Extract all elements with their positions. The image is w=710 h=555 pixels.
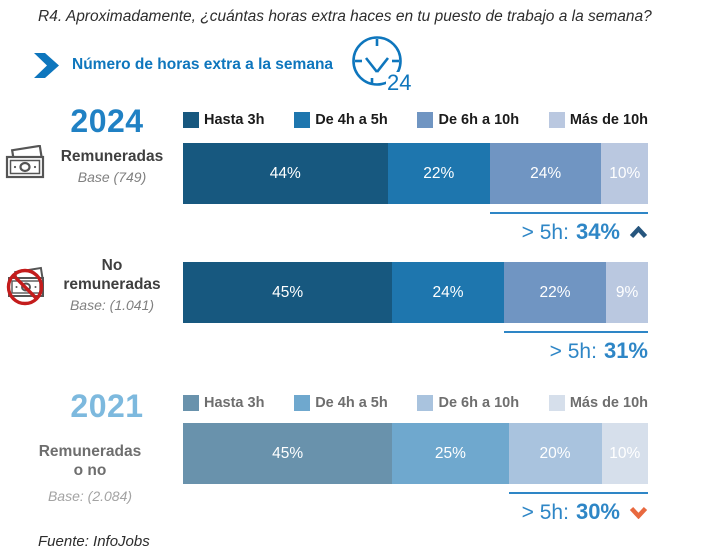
chart-subtitle-row: Número de horas extra a la semana 24 [33, 36, 414, 92]
gt5h-label: > 5h: [521, 501, 569, 524]
clock-24h-icon: 24 [352, 36, 414, 92]
bar-segment-value: 10% [609, 444, 641, 462]
legend-item-0: Hasta 3h [183, 112, 264, 128]
gt5h-value: 34% [575, 219, 620, 244]
legend-swatch [417, 395, 434, 411]
row-label-block-remuneradas-o-no: Remuneradas o no Base: (2.084) [0, 442, 180, 504]
legend-swatch [417, 112, 434, 128]
year-label-2021: 2021 [70, 388, 144, 424]
legend-label: De 4h a 5h [315, 112, 388, 128]
bar-segment-value: 24% [432, 283, 464, 301]
stacked-bar-2024-remuneradas: 44% 22% 24% 10% [183, 143, 648, 204]
legend-label: Más de 10h [569, 395, 648, 411]
bar-segment-1: 25% [392, 423, 509, 484]
bar-segment-value: 44% [269, 164, 301, 182]
bar-segment-0: 44% [183, 143, 388, 204]
no-money-icon [4, 264, 50, 313]
row-label: Remuneradas o no [38, 443, 142, 479]
bar-segment-1: 24% [392, 262, 504, 323]
legend-item-1: De 4h a 5h [294, 395, 388, 411]
bar-segment-3: 10% [601, 143, 648, 204]
row-base: Base: (2.084) [47, 488, 133, 504]
legend-item-2: De 6h a 10h [417, 395, 519, 411]
row-label: Remuneradas [60, 148, 164, 165]
legend-swatch [548, 395, 565, 411]
gt5h-summary: > 5h: 34% [522, 219, 648, 245]
bar-segment-3: 10% [601, 423, 648, 484]
clock-24-label: 24 [387, 70, 411, 92]
gt5h-label: > 5h: [549, 340, 597, 363]
bar-segment-value: 22% [539, 283, 571, 301]
bar-segment-2: 20% [508, 423, 602, 484]
stacked-bar-2021-remuneradas-o-no: 45% 25% 20% 10% [183, 423, 648, 484]
row-base: Base: (1.041) [69, 297, 155, 313]
bar-segment-value: 25% [434, 444, 466, 462]
legend-2024: Hasta 3h De 4h a 5h De 6h a 10h Más de 10h [183, 112, 648, 128]
legend-label: Hasta 3h [204, 112, 265, 128]
bar-segment-value: 45% [272, 283, 304, 301]
row-label-block-remuneradas: Remuneradas Base (749) [0, 144, 180, 185]
legend-swatch [548, 112, 565, 128]
legend-swatch [294, 395, 311, 411]
trend-down-icon [629, 506, 648, 519]
bar-segment-value: 9% [615, 283, 639, 301]
bar-row-2024-no-remuneradas: 45% 24% 22% 9% > 5h: 31% [183, 262, 648, 363]
bar-segment-value: 10% [609, 164, 641, 182]
bar-row-2024-remuneradas: 44% 22% 24% 10% > 5h: 34% [183, 143, 648, 244]
bar-segment-0: 45% [183, 262, 393, 323]
legend-swatch [183, 395, 199, 411]
gt5h-label: > 5h: [521, 221, 569, 244]
legend-label: De 6h a 10h [438, 112, 520, 128]
bar-segment-value: 45% [272, 444, 304, 462]
chevron-right-icon [34, 52, 59, 78]
bar-row-2021-remuneradas-o-no: 45% 25% 20% 10% > 5h: 30% [183, 423, 648, 524]
gt5h-value: 31% [603, 338, 648, 363]
legend-item-3: Más de 10h [548, 112, 648, 128]
bar-segment-value: 20% [539, 444, 571, 462]
legend-2021: Hasta 3h De 4h a 5h De 6h a 10h Más de 10h [183, 395, 648, 411]
question-title: R4. Aproximadamente, ¿cuántas horas extr… [38, 8, 652, 25]
row-label: No remuneradas [63, 257, 161, 293]
gt5h-summary: > 5h: 30% [522, 499, 648, 525]
legend-label: De 6h a 10h [438, 395, 520, 411]
legend-label: De 4h a 5h [315, 395, 388, 411]
legend-label: Más de 10h [569, 112, 648, 128]
legend-item-2: De 6h a 10h [417, 112, 519, 128]
bar-segment-2: 22% [503, 262, 607, 323]
year-label-2024: 2024 [70, 103, 144, 139]
gt5h-underline [489, 212, 648, 214]
gt5h-underline [503, 331, 648, 333]
gt5h-value: 30% [575, 499, 620, 524]
legend-item-0: Hasta 3h [183, 395, 264, 411]
gt5h-underline [508, 492, 648, 494]
source-note: Fuente: InfoJobs [38, 533, 150, 550]
bar-segment-0: 45% [183, 423, 393, 484]
legend-swatch [294, 112, 311, 128]
bar-segment-value: 24% [530, 164, 562, 182]
bar-segment-value: 22% [423, 164, 455, 182]
money-icon [4, 144, 48, 190]
trend-up-icon [629, 225, 648, 238]
bar-segment-1: 22% [387, 143, 490, 204]
legend-swatch [183, 112, 199, 128]
row-label-block-no-remuneradas: No remuneradas Base: (1.041) [0, 256, 180, 313]
chart-subtitle: Número de horas extra a la semana [72, 56, 334, 73]
legend-label: Hasta 3h [204, 395, 265, 411]
bar-segment-2: 24% [489, 143, 602, 204]
legend-item-3: Más de 10h [548, 395, 648, 411]
gt5h-summary: > 5h: 31% [550, 338, 648, 364]
legend-item-1: De 4h a 5h [294, 112, 388, 128]
row-base: Base (749) [77, 169, 147, 185]
stacked-bar-2024-no-remuneradas: 45% 24% 22% 9% [183, 262, 648, 323]
bar-segment-3: 9% [606, 262, 648, 323]
